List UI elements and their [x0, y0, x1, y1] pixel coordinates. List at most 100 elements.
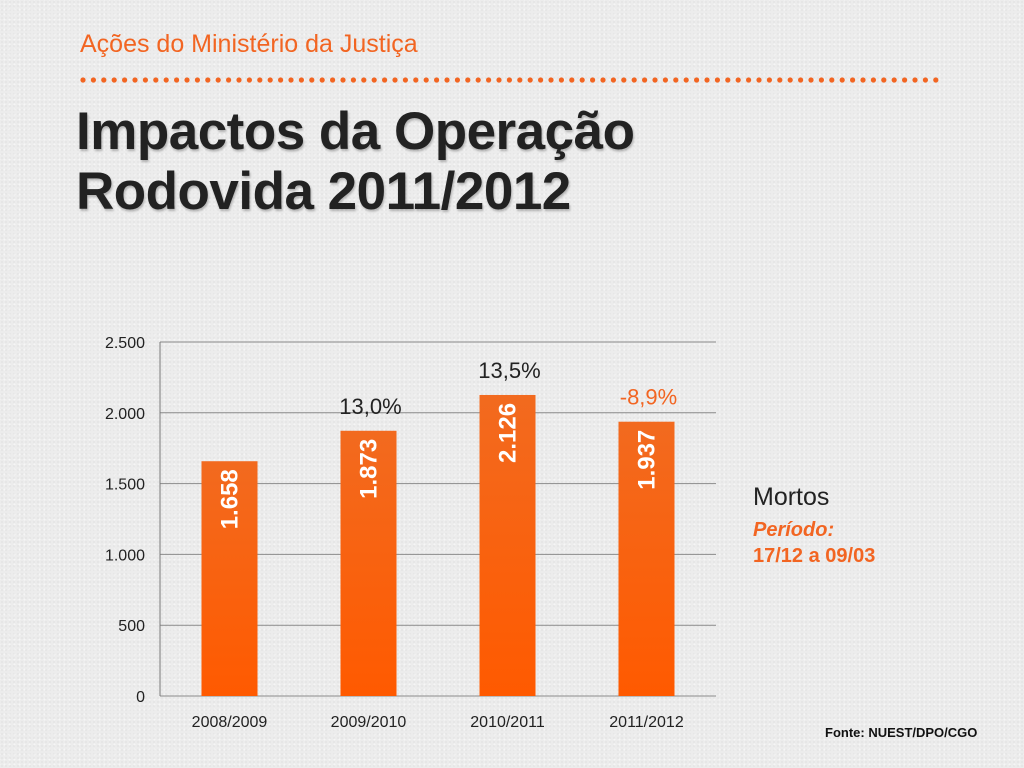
divider-dot [829, 77, 835, 83]
divider-dot [257, 77, 263, 83]
divider-dot [350, 77, 356, 83]
x-tick-label: 2010/2011 [470, 714, 545, 731]
divider-dot [746, 77, 752, 83]
divider-dot [174, 77, 180, 83]
x-tick-label: 2009/2010 [331, 714, 407, 731]
divider-dot [506, 77, 512, 83]
divider-dot [870, 77, 877, 83]
divider-dot [798, 77, 804, 83]
divider-dot [267, 77, 273, 83]
divider-dot [184, 77, 190, 83]
divider-dot [673, 77, 679, 83]
y-tick-label: 0 [136, 689, 145, 706]
dotted-divider [80, 77, 939, 83]
divider-dot [288, 77, 294, 83]
legend-period-dates: 17/12 a 09/03 [753, 545, 876, 567]
bar-change-annotation: 13,5% [478, 358, 540, 383]
divider-dot [465, 77, 471, 83]
divider-dot [246, 77, 252, 83]
divider-dot [590, 77, 596, 83]
divider-dot [662, 77, 669, 83]
bar-change-annotation: 13,0% [339, 394, 401, 419]
divider-dot [132, 77, 138, 83]
page-title-line-2: Rodovida 2011/2012 [76, 162, 571, 221]
page-title-line-1: Impactos da Operação [76, 102, 635, 161]
divider-dot [860, 77, 866, 83]
x-tick-label: 2011/2012 [609, 714, 684, 731]
divider-dot [215, 77, 221, 83]
divider-dot [80, 77, 86, 83]
divider-dot [454, 77, 460, 83]
divider-dot [142, 77, 148, 83]
bar [340, 430, 397, 696]
divider-dot [382, 77, 388, 83]
divider-dot [621, 77, 627, 83]
divider-dot [891, 77, 897, 83]
divider-dot [683, 77, 689, 83]
bar [479, 394, 536, 696]
divider-dot [548, 77, 554, 83]
divider-dot [278, 77, 284, 83]
divider-dot [579, 77, 585, 83]
divider-dot [902, 77, 908, 83]
divider-dot [725, 77, 731, 83]
divider-dot [610, 77, 617, 83]
divider-dot [517, 77, 523, 83]
divider-dot [101, 77, 107, 83]
bar-value-label: 1.937 [634, 430, 661, 490]
divider-dot [714, 77, 721, 83]
divider-dot [392, 77, 398, 83]
divider-dot [808, 77, 814, 83]
divider-dot [652, 77, 658, 83]
bar-value-label: 2.126 [495, 403, 522, 463]
page-title: Impactos da Operação Rodovida 2011/2012 [76, 102, 976, 222]
bar [618, 421, 675, 696]
section-subtitle: Ações do Ministério da Justiça [80, 30, 418, 58]
divider-dot [194, 77, 200, 83]
divider-dot [933, 77, 939, 83]
chart-bars [201, 394, 675, 696]
divider-dot [527, 77, 533, 83]
divider-dot [839, 77, 845, 83]
bar [201, 461, 258, 696]
divider-dot [298, 77, 304, 83]
divider-dot [205, 77, 211, 83]
source-note: Fonte: NUEST/DPO/CGO [825, 725, 978, 740]
divider-dot [330, 77, 336, 83]
divider-dot [90, 77, 96, 83]
legend-title: Mortos [753, 483, 830, 511]
divider-dot [111, 77, 117, 83]
y-tick-label: 1.500 [105, 477, 145, 494]
bar-value-label: 1.658 [217, 469, 244, 529]
divider-dot [423, 77, 429, 83]
divider-dot [694, 77, 700, 83]
y-tick-label: 1.000 [105, 547, 145, 564]
divider-dot [236, 77, 242, 83]
divider-dot [538, 77, 544, 83]
x-tick-label: 2008/2009 [192, 714, 268, 731]
y-tick-label: 500 [118, 618, 145, 635]
y-tick-label: 2.000 [105, 406, 145, 423]
divider-dot [569, 77, 575, 83]
divider-dot [361, 77, 367, 83]
divider-dot [153, 77, 159, 83]
divider-dot [631, 77, 637, 83]
divider-dot [766, 77, 773, 83]
chart-labels: 0 500 1.000 1.500 2.000 2.500 1.658 2008/2009 1.… [105, 335, 684, 731]
divider-dot [756, 77, 762, 83]
divider-dot [912, 77, 918, 83]
divider-dot [413, 77, 419, 83]
divider-dot [122, 77, 128, 83]
divider-dot [486, 77, 492, 83]
bar-value-label: 1.873 [356, 439, 383, 499]
divider-dot [402, 77, 408, 83]
divider-dot [558, 77, 564, 83]
divider-dot [787, 77, 793, 83]
divider-dot [777, 77, 783, 83]
divider-dot [371, 77, 377, 83]
divider-dot [600, 77, 606, 83]
divider-dot [850, 77, 856, 83]
divider-dot [735, 77, 741, 83]
divider-dot [642, 77, 648, 83]
